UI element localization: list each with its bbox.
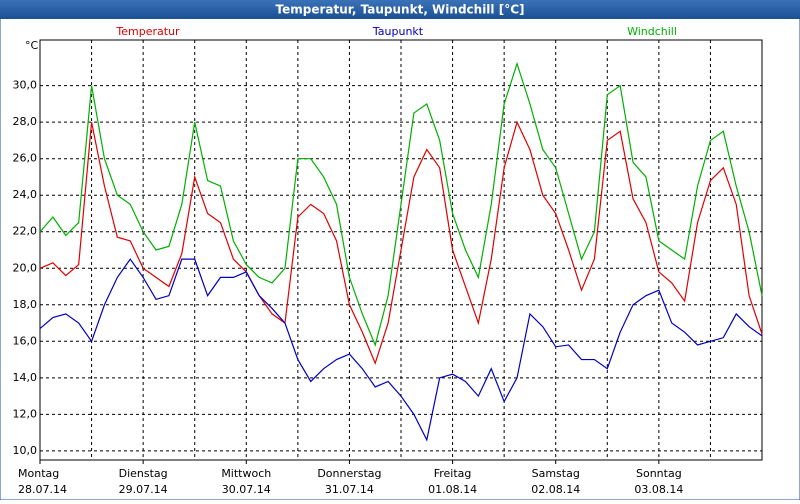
x-tick-label: Samstag — [532, 467, 580, 480]
legend-entry: Temperatur — [115, 25, 180, 38]
x-tick-label: Dienstag — [119, 467, 168, 480]
legend-entry: Taupunkt — [372, 25, 424, 38]
y-tick-label: 16,0 — [13, 334, 38, 347]
series-line — [39, 258, 763, 442]
window-title: Temperatur, Taupunkt, Windchill [°C] — [276, 3, 525, 17]
x-tick-date: 01.08.14 — [428, 483, 477, 496]
y-tick-label: 20,0 — [13, 261, 38, 274]
legend-entry: Windchill — [627, 25, 677, 38]
series-line — [39, 120, 763, 365]
title-bar — [0, 0, 800, 19]
x-tick-date: 02.08.14 — [531, 483, 580, 496]
y-tick-label: 22,0 — [13, 225, 38, 238]
x-tick-date: 28.07.14 — [18, 483, 67, 496]
series-line — [39, 61, 763, 347]
x-tick-label: Sonntag — [636, 467, 682, 480]
x-tick-label: Donnerstag — [317, 467, 381, 480]
x-tick-date: 31.07.14 — [325, 483, 374, 496]
x-tick-date: 03.08.14 — [634, 483, 683, 496]
y-tick-label: 18,0 — [13, 298, 38, 311]
x-tick-date: 30.07.14 — [222, 483, 271, 496]
y-axis-label: °C — [25, 39, 39, 52]
x-tick-date: 29.07.14 — [119, 483, 168, 496]
y-tick-label: 10,0 — [13, 444, 38, 457]
y-tick-label: 24,0 — [13, 188, 38, 201]
x-tick-label: Freitag — [434, 467, 472, 480]
y-tick-label: 30,0 — [13, 79, 38, 92]
x-tick-label: Montag — [18, 467, 59, 480]
x-tick-label: Mittwoch — [221, 467, 271, 480]
y-tick-label: 26,0 — [13, 152, 38, 165]
y-tick-label: 28,0 — [13, 115, 38, 128]
y-tick-label: 12,0 — [13, 407, 38, 420]
y-tick-label: 14,0 — [13, 371, 38, 384]
